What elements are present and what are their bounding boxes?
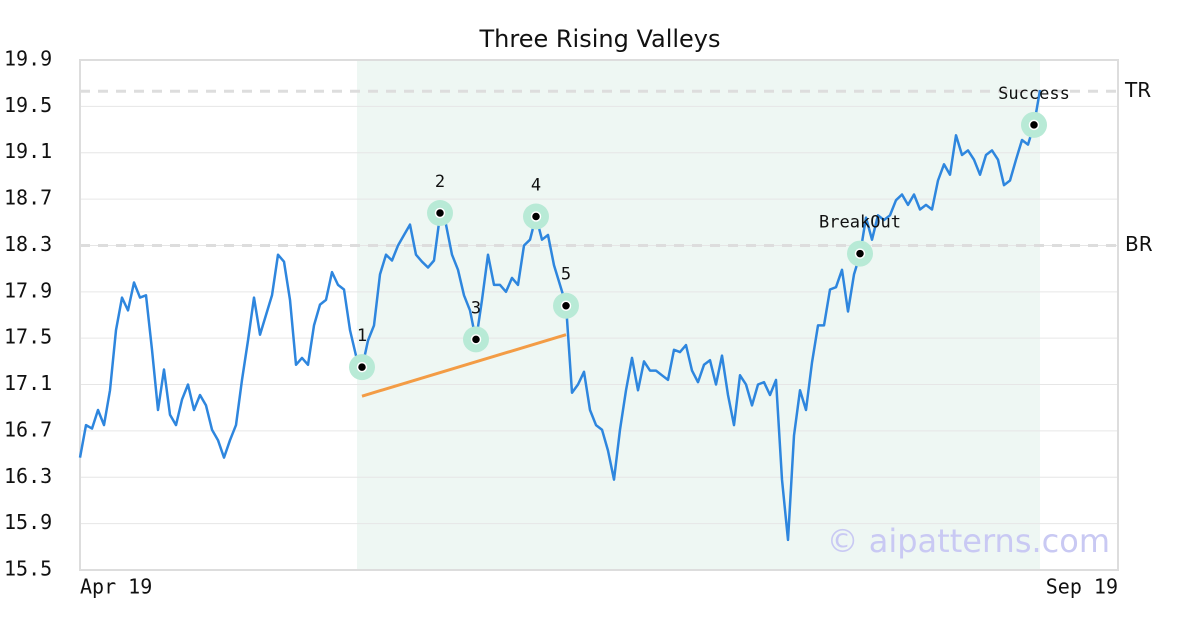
y-tick-label: 15.9: [4, 510, 52, 534]
y-tick-label: 16.3: [4, 464, 52, 488]
x-tick-label: Apr 19: [80, 575, 152, 599]
marker-dot: [854, 248, 866, 259]
marker-label: 4: [531, 175, 541, 195]
marker-label: Success: [998, 84, 1070, 104]
marker-label: 2: [435, 172, 445, 192]
price-line: [78, 89, 1042, 542]
marker-dot: [1028, 119, 1040, 131]
marker-label: 1: [357, 326, 367, 346]
marker-dot: [560, 300, 572, 311]
y-tick-label: 17.1: [4, 371, 52, 395]
marker-dot: [434, 207, 446, 219]
marker-dot: [356, 361, 368, 373]
y-tick-label: 17.9: [4, 278, 52, 302]
y-tick-label: 17.5: [4, 325, 52, 349]
watermark: © aipatterns.com: [827, 522, 1110, 560]
y-tick-label: 19.1: [4, 139, 52, 163]
marker-label: 5: [561, 265, 571, 285]
x-tick-label: Sep 19: [1046, 575, 1118, 599]
reference-label: TR: [1124, 78, 1151, 102]
marker-dot: [530, 211, 542, 222]
marker-label: BreakOut: [819, 213, 901, 233]
marker-label: 3: [471, 298, 481, 318]
y-tick-label: 16.7: [4, 417, 52, 441]
y-tick-label: 18.3: [4, 232, 52, 256]
marker-dot: [470, 334, 482, 345]
y-tick-label: 19.5: [4, 93, 52, 117]
chart-title: Three Rising Valleys: [478, 25, 720, 53]
pattern-region: [357, 60, 1040, 570]
y-tick-label: 19.9: [4, 47, 52, 71]
plot-frame: [79, 59, 1119, 571]
y-tick-label: 18.7: [4, 186, 52, 210]
y-tick-label: 15.5: [4, 557, 52, 581]
trendline: [361, 333, 567, 398]
reference-label: BR: [1125, 232, 1153, 256]
